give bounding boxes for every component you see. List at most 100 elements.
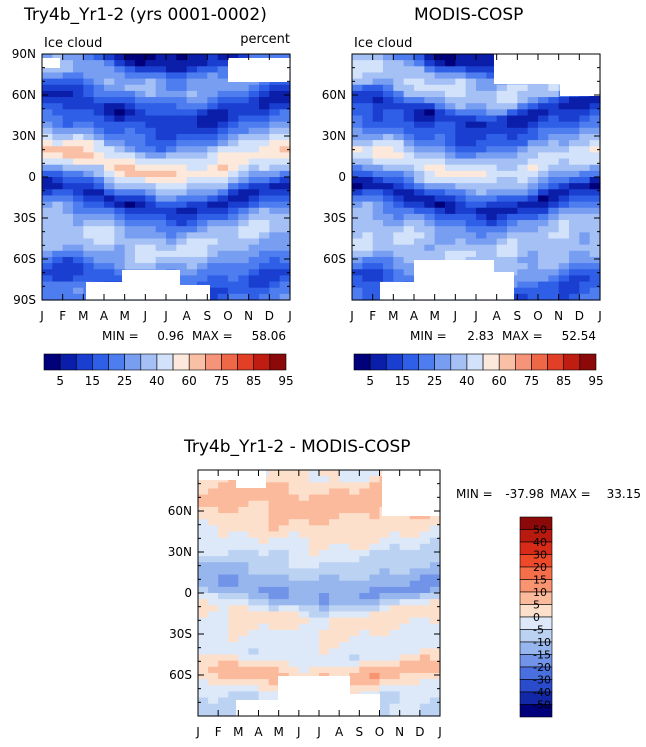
field-cell — [198, 642, 209, 649]
field-cell — [329, 556, 340, 563]
field-cell — [383, 84, 394, 92]
field-cell — [73, 115, 84, 123]
field-cell — [279, 103, 291, 110]
field-cell — [155, 195, 167, 203]
panel-diff-min-value: -37.98 — [505, 487, 544, 501]
field-cell — [155, 226, 167, 233]
field-cell — [308, 580, 320, 588]
field-cell — [589, 109, 601, 117]
field-cell — [288, 611, 300, 619]
field-cell — [62, 213, 74, 221]
field-cell — [409, 691, 421, 699]
field-cell — [238, 275, 250, 283]
field-cell — [349, 654, 360, 662]
field-cell — [349, 599, 360, 606]
field-cell — [73, 183, 84, 190]
field-cell — [424, 127, 436, 135]
field-cell — [248, 556, 260, 563]
field-cell — [238, 256, 250, 264]
field-cell — [269, 275, 281, 283]
field-cell — [145, 140, 157, 147]
x-tick-label: J — [316, 725, 321, 739]
field-cell — [429, 660, 441, 668]
field-cell — [548, 256, 560, 264]
field-cell — [114, 133, 126, 141]
field-cell — [352, 60, 363, 67]
field-cell — [197, 109, 208, 117]
field-cell — [259, 293, 270, 301]
field-cell — [476, 250, 487, 258]
x-tick-label: J — [453, 309, 458, 323]
field-cell — [176, 152, 188, 160]
field-cell — [352, 140, 363, 147]
field-cell — [135, 103, 146, 110]
field-cell — [349, 623, 360, 631]
field-cell — [538, 256, 549, 264]
field-cell — [238, 115, 250, 123]
field-cell — [114, 207, 126, 215]
field-cell — [259, 54, 270, 61]
field-cell — [424, 146, 436, 153]
field-cell — [517, 115, 529, 123]
field-cell — [73, 177, 84, 184]
field-cell — [228, 562, 239, 569]
field-cell — [352, 250, 363, 258]
field-cell — [393, 115, 405, 123]
field-cell — [259, 250, 270, 258]
field-cell — [268, 672, 280, 680]
field-cell — [409, 586, 421, 594]
field-cell — [238, 660, 250, 668]
field-cell — [403, 201, 415, 209]
field-cell — [197, 146, 208, 153]
field-cell — [42, 115, 53, 123]
field-cell — [135, 72, 146, 80]
field-cell — [589, 177, 601, 184]
field-cell — [198, 709, 209, 717]
field-cell — [248, 152, 260, 160]
field-cell — [399, 654, 411, 662]
field-cell — [279, 121, 291, 129]
field-cell — [372, 146, 384, 153]
field-cell — [166, 213, 177, 221]
field-cell — [393, 250, 405, 258]
field-cell — [369, 605, 381, 613]
field-cell — [228, 232, 239, 240]
field-cell — [228, 506, 239, 514]
field-cell — [238, 226, 250, 233]
field-cell — [238, 685, 250, 692]
field-cell — [379, 648, 391, 656]
field-cell — [114, 60, 126, 67]
field-cell — [278, 617, 290, 625]
colorbar-swatch — [515, 353, 532, 371]
field-cell — [389, 666, 401, 674]
field-cell — [248, 666, 260, 674]
field-cell — [217, 54, 229, 61]
field-cell — [42, 183, 53, 190]
field-cell — [186, 54, 198, 61]
field-cell — [507, 183, 518, 190]
colorbar-swatch — [531, 353, 548, 371]
field-cell — [455, 66, 467, 74]
field-cell — [166, 127, 177, 135]
field-cell — [114, 121, 126, 129]
field-cell — [308, 482, 320, 490]
field-cell — [339, 605, 350, 613]
field-cell — [258, 488, 270, 496]
field-cell — [93, 244, 105, 252]
field-cell — [268, 660, 280, 668]
field-cell — [217, 84, 229, 92]
field-cell — [52, 183, 64, 190]
field-cell — [197, 213, 208, 221]
field-cell — [73, 103, 84, 110]
field-cell — [238, 593, 250, 600]
field-cell — [389, 586, 401, 594]
field-cell — [349, 500, 360, 508]
field-cell — [389, 556, 401, 563]
field-cell — [476, 244, 487, 252]
field-cell — [288, 586, 300, 594]
field-cell — [429, 709, 441, 717]
field-cell — [319, 648, 330, 656]
field-cell — [217, 189, 229, 197]
field-cell — [424, 158, 436, 166]
field-cell — [93, 72, 105, 80]
